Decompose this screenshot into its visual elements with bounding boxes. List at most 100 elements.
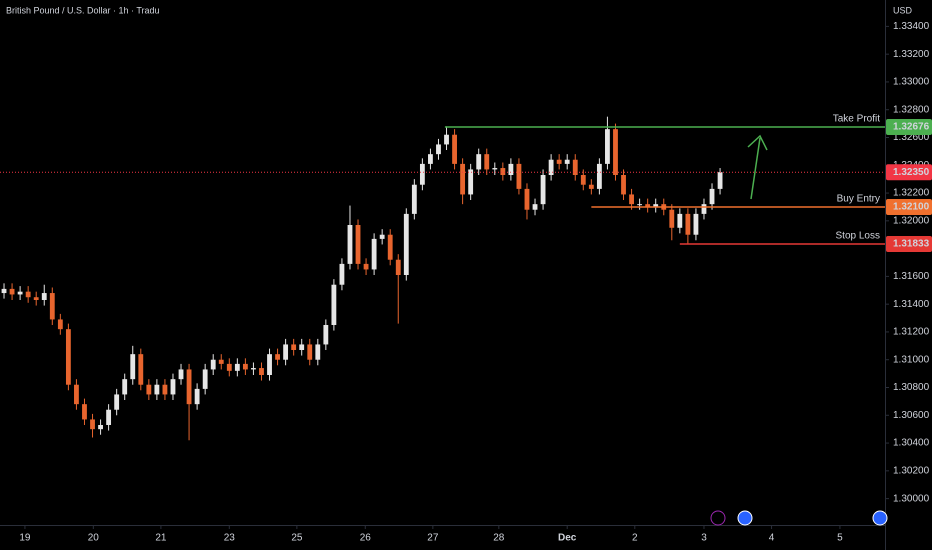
candle-body [428, 154, 433, 164]
candle-body [596, 163, 602, 189]
candle-body [484, 154, 490, 170]
candle-body [355, 225, 361, 264]
candle-body [548, 159, 554, 175]
candle-body [130, 354, 136, 380]
level-name: Stop Loss [836, 231, 880, 242]
candle-body [57, 319, 63, 330]
candle-body [669, 209, 675, 228]
price-box-label: 1.31833 [893, 239, 930, 250]
y-tick-label: 1.32800 [893, 104, 930, 115]
candle-body [114, 394, 120, 410]
candle-body [677, 213, 683, 228]
candle-body [508, 163, 514, 175]
x-tick-label: 5 [837, 533, 843, 544]
candle-body [685, 213, 691, 235]
candle-body [444, 134, 449, 145]
y-tick-label: 1.30800 [893, 382, 930, 393]
candle-body [500, 168, 506, 175]
candle-body [524, 188, 530, 210]
candle-body [315, 344, 321, 360]
price-box [886, 198, 932, 215]
x-tick-label: 4 [769, 533, 775, 544]
candle-body [170, 379, 176, 395]
candle-body [226, 363, 232, 371]
candle-body [49, 293, 55, 320]
price-box-label: 1.32676 [893, 122, 930, 133]
x-tick-label: 3 [701, 533, 707, 544]
y-tick-label: 1.33000 [893, 77, 930, 88]
candle-body [267, 354, 272, 375]
candle-body [339, 263, 345, 285]
arrow-shaft [750, 137, 761, 200]
y-tick-label: 1.31200 [893, 327, 930, 338]
candle-body [138, 354, 144, 385]
candle-body [17, 291, 23, 295]
candle-body [371, 238, 377, 270]
candle-body [218, 359, 224, 364]
price-box [886, 164, 932, 181]
candle-body [347, 225, 353, 264]
candle-body [387, 234, 393, 260]
arrow [747, 134, 768, 200]
candle-body [9, 288, 15, 295]
candle-body [275, 354, 280, 360]
candle-body [613, 129, 618, 175]
candle-body [299, 344, 305, 350]
candle-body [645, 204, 651, 207]
y-tick-label: 1.32000 [893, 215, 930, 226]
y-tick-label: 1.30000 [893, 493, 930, 504]
candle-body [323, 325, 329, 345]
y-tick-label: 1.30400 [893, 438, 930, 449]
x-tick-label: 28 [493, 533, 505, 544]
candle-body [629, 194, 634, 205]
candle-body [90, 419, 95, 430]
candle-body [291, 344, 297, 350]
y-tick-label: 1.30600 [893, 410, 930, 421]
y-tick-label: 1.30200 [893, 465, 930, 476]
currency[interactable]: USD [893, 5, 913, 15]
candle-body [74, 384, 79, 405]
symbol-title: British Pound / U.S. Dollar · 1h · Tradu [6, 5, 160, 15]
x-tick-label: 21 [155, 533, 167, 544]
candle-body [468, 169, 474, 195]
candle-body [572, 159, 578, 175]
x-tick-label: 26 [360, 533, 372, 544]
candle-body [234, 363, 240, 371]
y-tick-label: 1.31600 [893, 271, 930, 282]
candle-body [532, 204, 538, 210]
candle-body [709, 188, 715, 205]
price-box-label: 1.32100 [893, 202, 930, 213]
level-name: Take Profit [833, 114, 880, 125]
candle-body [82, 404, 87, 420]
candle-body [25, 291, 31, 298]
x-tick-label: 2 [632, 533, 638, 544]
price-box [886, 118, 932, 135]
candle-body [693, 213, 699, 235]
candle-body [419, 163, 425, 185]
x-tick-label: Dec [558, 533, 577, 544]
candle-body [701, 204, 707, 214]
candle-body [1, 288, 7, 294]
candle-body [436, 144, 441, 155]
candle-body [717, 172, 723, 189]
candle-body [41, 293, 47, 300]
candle-body [476, 154, 482, 170]
x-tick-label: 25 [291, 533, 303, 544]
y-tick-label: 1.32200 [893, 188, 930, 199]
x-tick-label: 27 [427, 533, 439, 544]
event-icon[interactable] [710, 510, 726, 526]
event-icon[interactable] [872, 510, 888, 526]
candle-body [65, 329, 71, 385]
candle-body [452, 134, 457, 164]
candle-body [251, 368, 256, 370]
y-tick-label: 1.31400 [893, 299, 930, 310]
x-tick-label: 23 [224, 533, 236, 544]
candle-body [379, 234, 385, 239]
event-icon[interactable] [737, 510, 753, 526]
x-tick-label: 19 [19, 533, 31, 544]
candle-body [202, 369, 208, 389]
y-tick-label: 1.33400 [893, 21, 930, 32]
